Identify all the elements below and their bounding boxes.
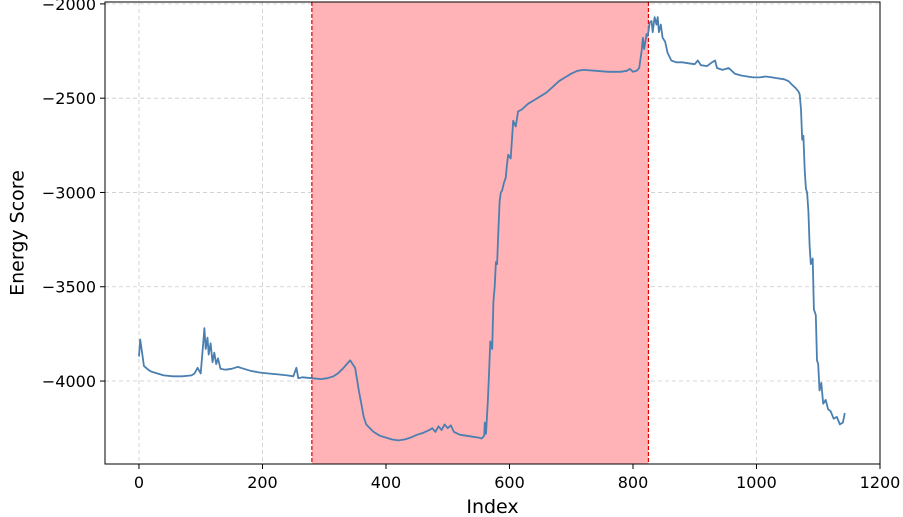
x-tick-label-6: 1200 xyxy=(860,473,901,492)
series-lines xyxy=(138,16,846,442)
y-axis-title: Energy Score xyxy=(7,170,29,296)
x-tick-label-3: 600 xyxy=(494,473,525,492)
axis-ticks: 0 200 400 600 800 1000 1200 −2000 −2500 −3000 −350… xyxy=(42,0,900,492)
x-tick-label-0: 0 xyxy=(134,473,144,492)
plot-frame xyxy=(104,1,881,465)
x-tick-label-4: 800 xyxy=(618,473,649,492)
series-line-0 xyxy=(138,16,846,442)
x-tick-label-5: 1000 xyxy=(736,473,777,492)
y-tick-label-1: −2500 xyxy=(42,89,96,108)
shaded-region-fill xyxy=(311,2,649,464)
x-axis-title: Index xyxy=(466,496,518,517)
y-tick-label-4: −4000 xyxy=(42,372,96,391)
y-tick-label-3: −3500 xyxy=(42,278,96,297)
shaded-region xyxy=(311,2,650,464)
x-tick-label-1: 200 xyxy=(247,473,278,492)
x-tick-label-2: 400 xyxy=(371,473,402,492)
y-tick-label-2: −3000 xyxy=(42,183,96,202)
y-tick-label-0: −2000 xyxy=(42,0,96,14)
